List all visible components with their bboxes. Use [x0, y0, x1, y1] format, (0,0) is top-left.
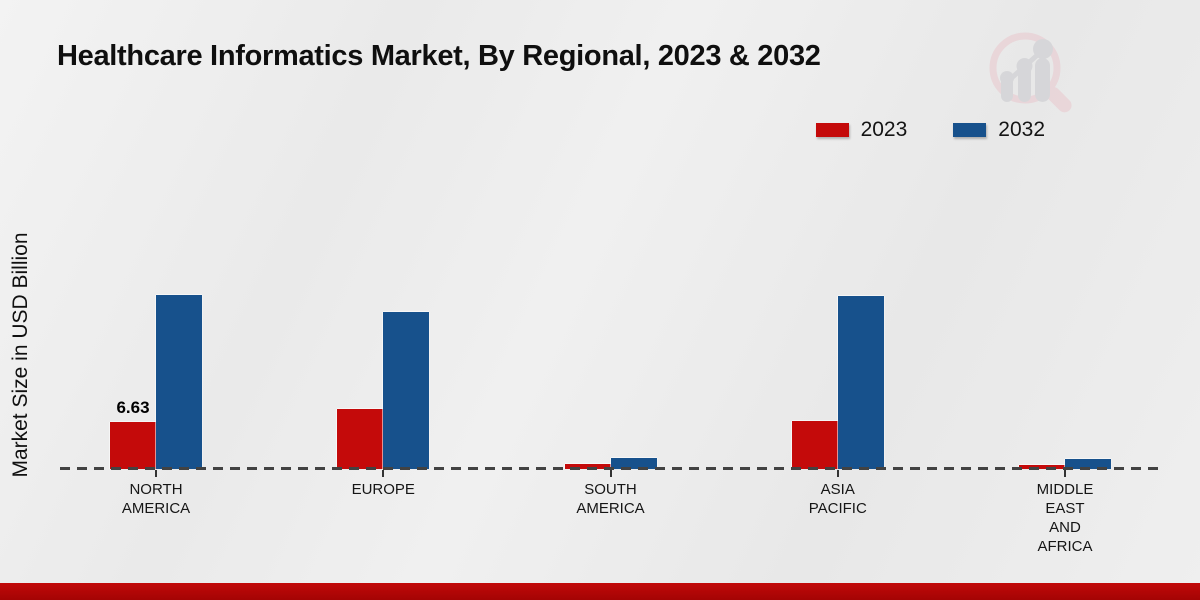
bar-2023-south-america [564, 464, 611, 469]
category-label-line: MIDDLE [1036, 481, 1094, 498]
bar-2032-south-america [610, 458, 657, 469]
bar-2023-asia-pacific [791, 421, 838, 469]
category-label-line: AMERICA [576, 500, 645, 517]
x-axis-category-label-north-america: NORTH AMERICA [76, 480, 236, 518]
x-axis-tick-north-america [155, 470, 157, 477]
x-axis-tick-middle-east-and-africa [1064, 470, 1066, 477]
category-label-line: SOUTH [584, 481, 637, 498]
category-label-line: AMERICA [121, 500, 191, 517]
x-axis-tick-asia-pacific [836, 470, 839, 477]
legend-item-2023: 2023 [815, 118, 908, 142]
x-axis-category-label-europe: EUROPE [303, 480, 463, 499]
legend-label: 2023 [860, 118, 908, 141]
x-axis-tick-south-america [609, 470, 612, 477]
category-label-line: EAST [1045, 500, 1085, 517]
bar-2032-north-america [156, 295, 202, 469]
category-label-line: AND [1049, 519, 1081, 536]
category-label-line: EUROPE [351, 481, 415, 498]
chart-title: Healthcare Informatics Market, By Region… [57, 40, 821, 72]
bar-value-label: 6.63 [116, 398, 150, 417]
x-axis-category-label-middle-east-and-africa: MIDDLE EAST AND AFRICA [985, 480, 1145, 556]
category-label-line: AFRICA [1037, 538, 1093, 555]
x-axis-baseline [60, 467, 1158, 470]
legend: 2023 2032 [815, 118, 1045, 142]
x-axis-category-label-south-america: SOUTH AMERICA [531, 480, 691, 518]
legend-swatch-2023 [815, 123, 849, 137]
legend-swatch-2032 [953, 123, 987, 137]
footer-accent-bar [0, 583, 1200, 600]
x-axis-category-label-asia-pacific: ASIA PACIFIC [758, 480, 918, 518]
bar-2032-middle-east-and-africa [1065, 459, 1111, 469]
legend-label: 2032 [998, 118, 1045, 141]
bar-2032-europe [383, 312, 430, 469]
bar-2023-north-america [110, 422, 156, 469]
category-label-line: ASIA [820, 481, 855, 498]
legend-item-2032: 2032 [953, 118, 1045, 142]
x-axis-tick-europe [382, 470, 385, 477]
category-label-line: NORTH [129, 481, 183, 498]
bar-2032-asia-pacific [837, 296, 884, 469]
mrfr-magnifier-logo-icon [989, 32, 1072, 113]
bar-2023-europe [337, 409, 384, 469]
category-label-line: PACIFIC [808, 500, 867, 517]
